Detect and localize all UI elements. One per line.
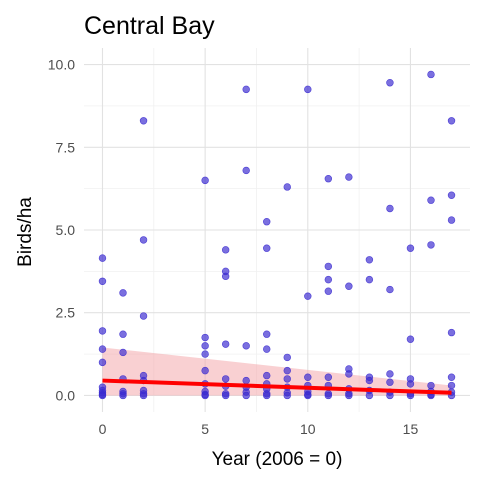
x-tick-label: 10 — [300, 421, 316, 437]
x-tick-labels: 0 5 10 15 — [99, 421, 419, 437]
x-tick-label: 5 — [201, 421, 209, 437]
data-point — [447, 328, 456, 337]
data-point — [427, 241, 435, 249]
data-point — [201, 176, 209, 185]
y-tick-label: 2.5 — [56, 305, 76, 321]
data-point — [242, 166, 250, 175]
data-point — [447, 216, 456, 224]
data-point — [98, 327, 107, 335]
data-point — [447, 373, 456, 381]
data-point — [221, 375, 230, 383]
data-point — [221, 391, 230, 400]
data-point — [242, 376, 250, 385]
data-point — [324, 175, 333, 183]
data-point — [201, 391, 209, 400]
data-point — [345, 391, 353, 400]
y-tick-label: 7.5 — [56, 139, 76, 155]
x-axis-title: Year (2006 = 0) — [212, 449, 343, 470]
data-point — [324, 275, 333, 284]
data-point — [221, 246, 230, 254]
data-point — [98, 358, 107, 367]
data-point — [119, 330, 127, 338]
data-point — [263, 244, 271, 252]
data-point — [447, 381, 456, 390]
data-point — [365, 256, 374, 264]
data-point — [386, 391, 394, 400]
chart-title: Central Bay — [84, 12, 215, 40]
data-point — [283, 391, 291, 400]
data-point — [304, 373, 312, 381]
data-point — [119, 289, 127, 297]
data-point — [304, 292, 312, 300]
data-point — [283, 375, 291, 383]
data-point — [406, 380, 415, 388]
data-point — [263, 218, 271, 226]
data-point — [427, 70, 435, 79]
data-point — [263, 330, 271, 338]
data-point — [304, 85, 312, 94]
data-point — [139, 312, 148, 320]
data-point — [283, 366, 291, 375]
data-point — [119, 348, 127, 357]
data-point — [365, 275, 374, 284]
y-tick-label: 10.0 — [48, 57, 75, 73]
y-tick-label: 0.0 — [56, 387, 76, 403]
data-point — [201, 342, 209, 350]
data-point — [386, 285, 394, 294]
x-tick-label: 15 — [403, 421, 419, 437]
data-point — [119, 391, 127, 400]
data-point — [324, 287, 333, 295]
y-tick-labels: 0.0 2.5 5.0 7.5 10.0 — [48, 57, 75, 404]
data-point — [221, 340, 230, 348]
data-point — [324, 373, 333, 381]
data-point — [98, 345, 107, 353]
data-point — [242, 342, 250, 350]
data-point — [221, 272, 230, 281]
data-point — [201, 366, 209, 375]
data-point — [386, 79, 394, 87]
data-point — [201, 333, 209, 342]
points-layer — [98, 70, 456, 400]
data-point — [406, 335, 415, 343]
data-point — [242, 391, 250, 400]
data-point — [263, 345, 271, 353]
data-point — [324, 262, 333, 271]
data-point — [304, 391, 312, 400]
data-point — [139, 117, 148, 125]
x-tick-label: 0 — [99, 421, 107, 437]
data-point — [201, 350, 209, 358]
data-point — [263, 391, 271, 400]
data-point — [447, 117, 456, 125]
data-point — [283, 183, 291, 191]
data-point — [345, 173, 353, 181]
data-point — [139, 236, 148, 244]
data-point — [427, 196, 435, 204]
data-point — [386, 378, 394, 386]
data-point — [139, 391, 148, 400]
data-point — [324, 391, 333, 400]
data-point — [386, 204, 394, 213]
y-axis-title: Birds/ha — [15, 197, 36, 267]
trend-line — [102, 378, 452, 395]
data-point — [406, 244, 415, 252]
data-point — [263, 371, 271, 380]
data-point — [386, 370, 394, 378]
data-point — [98, 254, 107, 262]
y-tick-label: 5.0 — [56, 222, 76, 238]
data-point — [98, 277, 107, 285]
data-point — [242, 85, 250, 94]
data-point — [365, 391, 374, 400]
data-point — [345, 370, 353, 378]
trend-line-layer — [102, 378, 452, 395]
data-point — [447, 191, 456, 199]
data-point — [365, 376, 374, 385]
data-point — [283, 353, 291, 362]
data-point — [98, 391, 107, 400]
data-point — [345, 282, 353, 290]
